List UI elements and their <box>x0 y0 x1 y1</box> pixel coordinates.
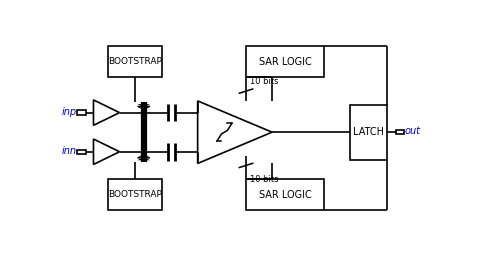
Bar <box>350 105 387 160</box>
Text: 10 bits: 10 bits <box>251 77 279 86</box>
Polygon shape <box>137 104 150 107</box>
Text: BOOTSTRAP: BOOTSTRAP <box>108 190 162 199</box>
Text: SAR LOGIC: SAR LOGIC <box>259 57 312 67</box>
Bar <box>396 130 404 134</box>
Text: LATCH: LATCH <box>353 127 384 137</box>
Bar <box>108 46 162 77</box>
Bar <box>246 179 324 210</box>
Bar <box>77 110 85 115</box>
Bar <box>77 150 85 154</box>
Text: 10 bits: 10 bits <box>251 174 279 184</box>
Bar <box>108 179 162 210</box>
Polygon shape <box>137 157 150 160</box>
Text: SAR LOGIC: SAR LOGIC <box>259 190 312 200</box>
Text: out: out <box>405 126 421 136</box>
Text: inp: inp <box>62 107 77 117</box>
Text: BOOTSTRAP: BOOTSTRAP <box>108 57 162 66</box>
Text: inn: inn <box>62 146 77 156</box>
Bar <box>246 46 324 77</box>
